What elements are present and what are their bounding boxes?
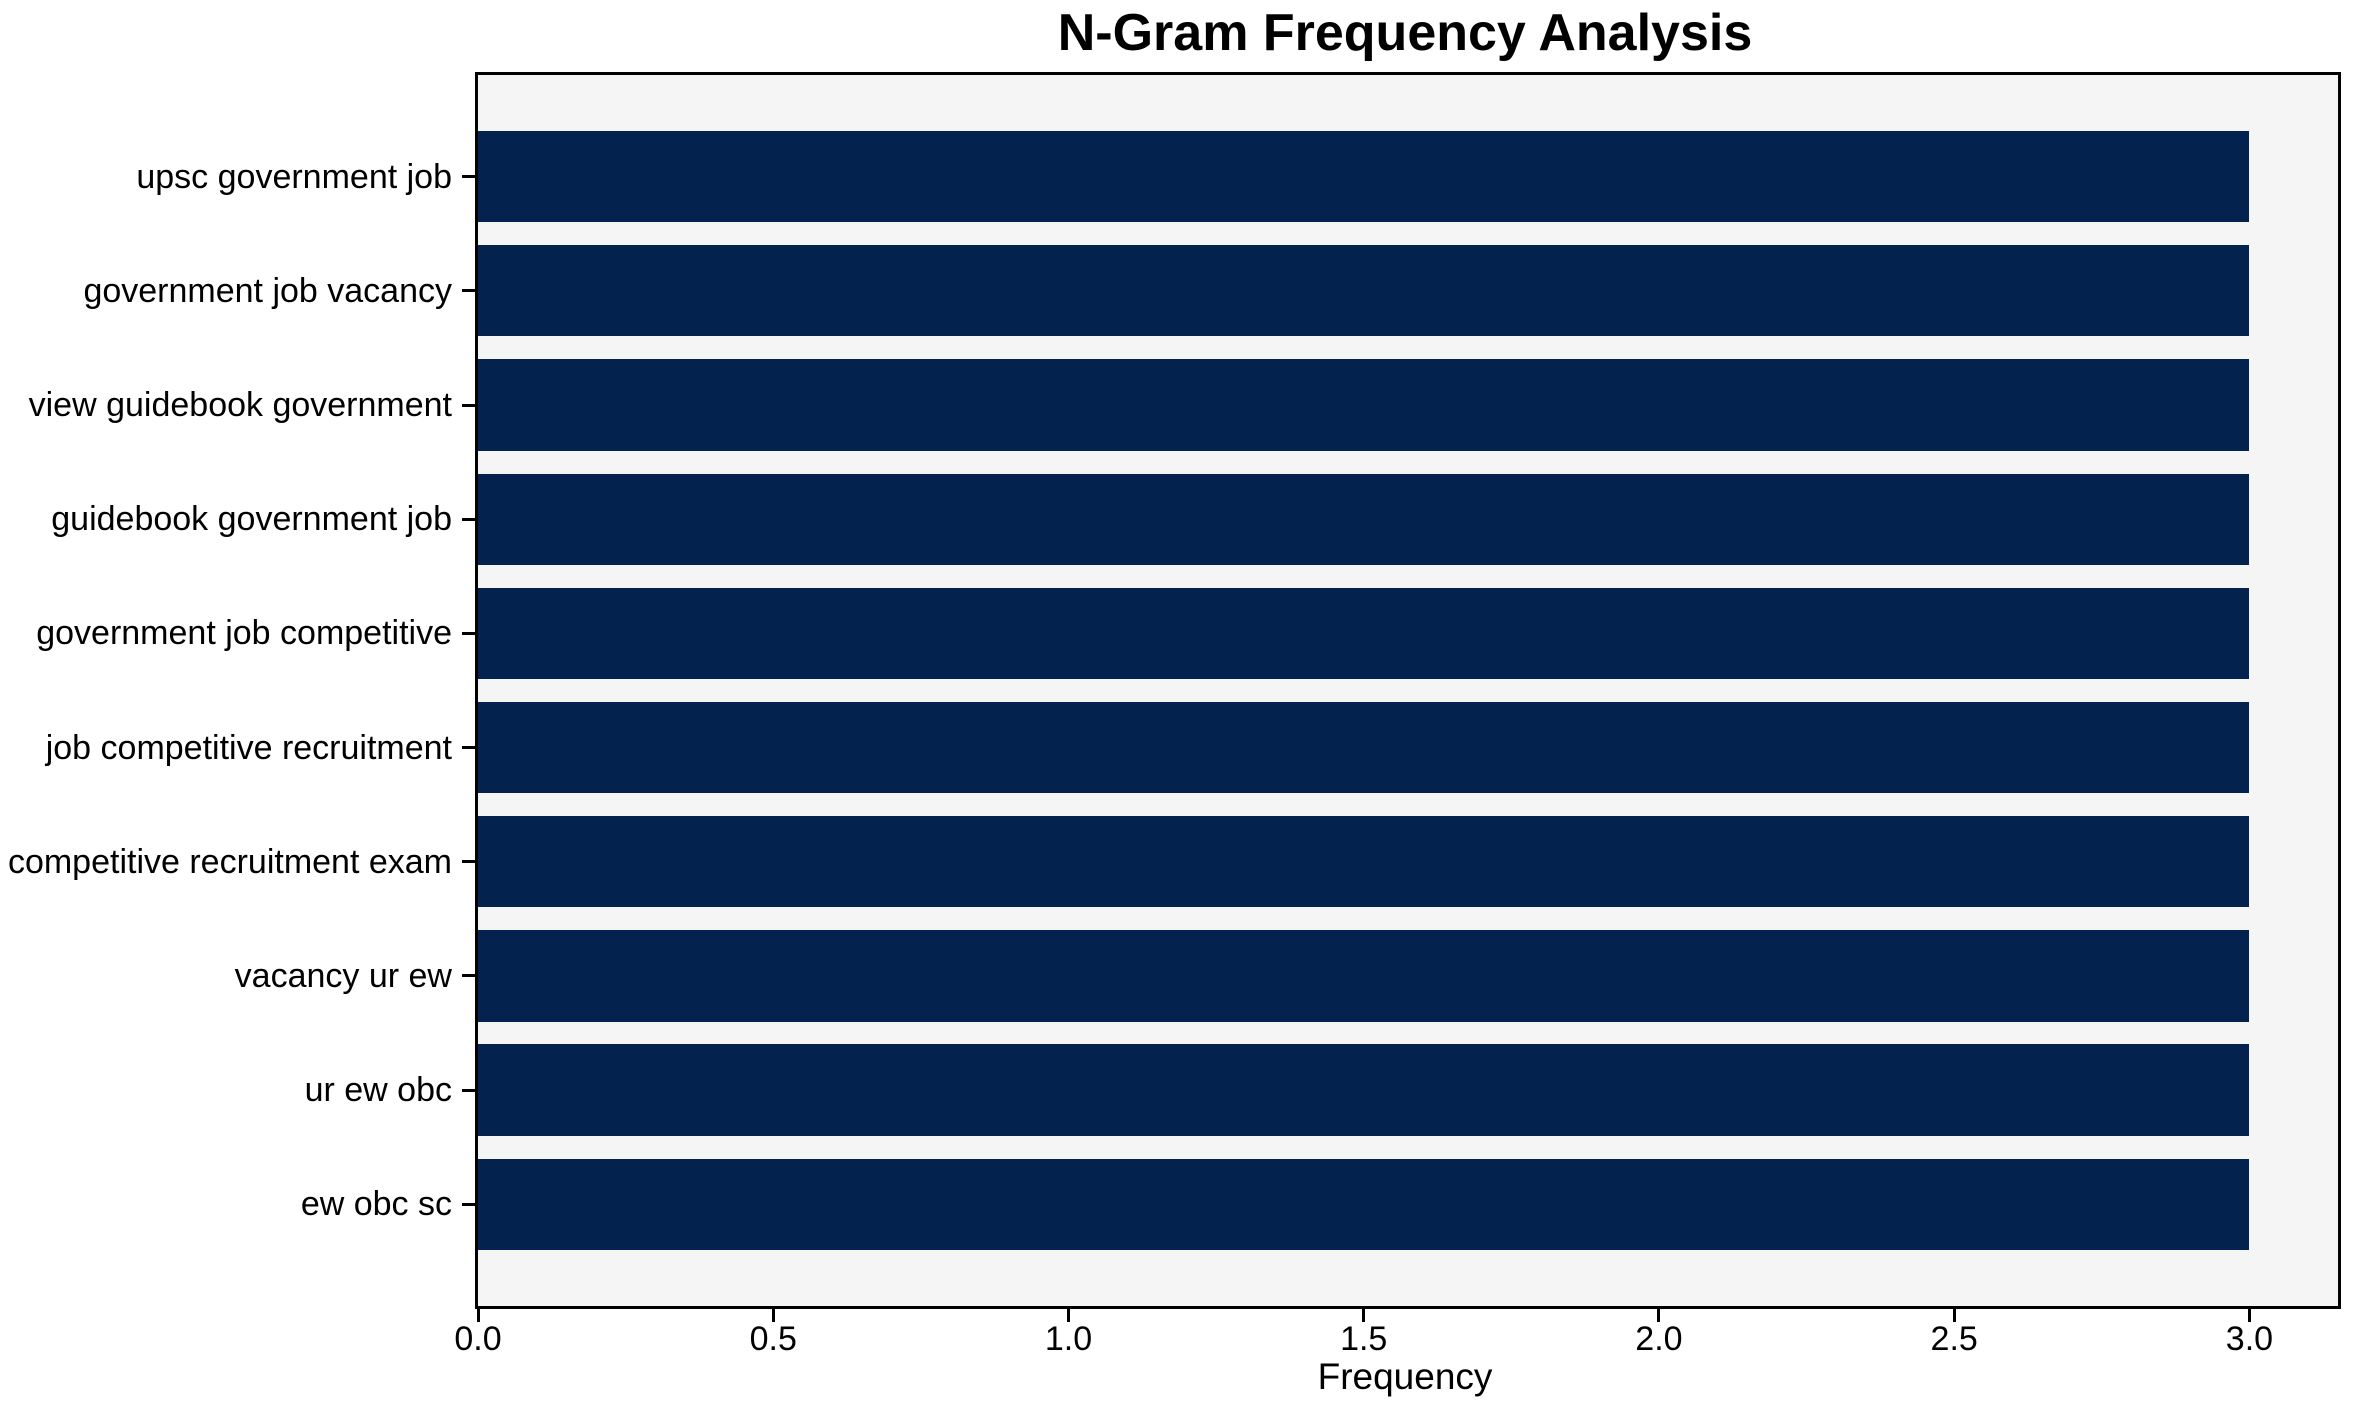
chart-title: N-Gram Frequency Analysis: [1057, 4, 1753, 62]
y-tick-label: job competitive recruitment: [45, 728, 452, 767]
y-tick-label: vacancy ur ew: [234, 956, 452, 995]
x-tick-mark: [1362, 1309, 1366, 1322]
x-tick-mark: [476, 1309, 480, 1322]
x-tick-mark: [1066, 1309, 1070, 1322]
x-tick-mark: [1952, 1309, 1956, 1322]
y-tick-label: government job vacancy: [83, 271, 452, 310]
x-tick-label: 1.0: [1044, 1320, 1093, 1358]
y-tick-mark: [462, 1088, 475, 1092]
y-tick-mark: [462, 289, 475, 293]
bar: [478, 359, 2250, 451]
x-tick-label: 2.5: [1930, 1320, 1978, 1358]
bar: [478, 587, 2250, 680]
y-tick-label: government job competitive: [36, 614, 452, 653]
y-tick-mark: [462, 860, 475, 864]
x-tick-mark: [1657, 1309, 1661, 1322]
y-tick-label: guidebook government job: [51, 500, 452, 539]
bar: [478, 245, 2250, 337]
y-tick-mark: [462, 517, 475, 521]
x-tick-label: 0.5: [749, 1320, 797, 1358]
bar: [478, 130, 2250, 223]
x-axis-label: Frequency: [1317, 1356, 1493, 1397]
y-tick-mark: [462, 403, 475, 407]
x-tick-label: 1.5: [1340, 1320, 1388, 1358]
y-tick-label: view guidebook government: [28, 386, 452, 425]
y-tick-mark: [462, 631, 475, 635]
plot-area: [475, 72, 2341, 1309]
y-tick-mark: [462, 1202, 475, 1206]
x-tick-mark: [771, 1309, 775, 1322]
x-tick-mark: [2247, 1309, 2251, 1322]
x-tick-label: 2.0: [1635, 1320, 1683, 1358]
y-tick-mark: [462, 746, 475, 750]
bar: [478, 473, 2250, 565]
x-tick-label: 3.0: [2225, 1320, 2274, 1358]
bar: [478, 816, 2250, 908]
bar: [478, 701, 2250, 794]
y-tick-mark: [462, 175, 475, 179]
y-tick-label: upsc government job: [136, 157, 452, 196]
bar: [478, 1044, 2250, 1136]
bar: [478, 1158, 2250, 1251]
y-tick-mark: [462, 974, 475, 978]
bar: [478, 930, 2250, 1022]
y-tick-label: competitive recruitment exam: [7, 842, 452, 881]
x-tick-label: 0.0: [454, 1320, 502, 1358]
y-tick-label: ur ew obc: [304, 1071, 452, 1110]
y-tick-label: ew obc sc: [300, 1185, 452, 1224]
